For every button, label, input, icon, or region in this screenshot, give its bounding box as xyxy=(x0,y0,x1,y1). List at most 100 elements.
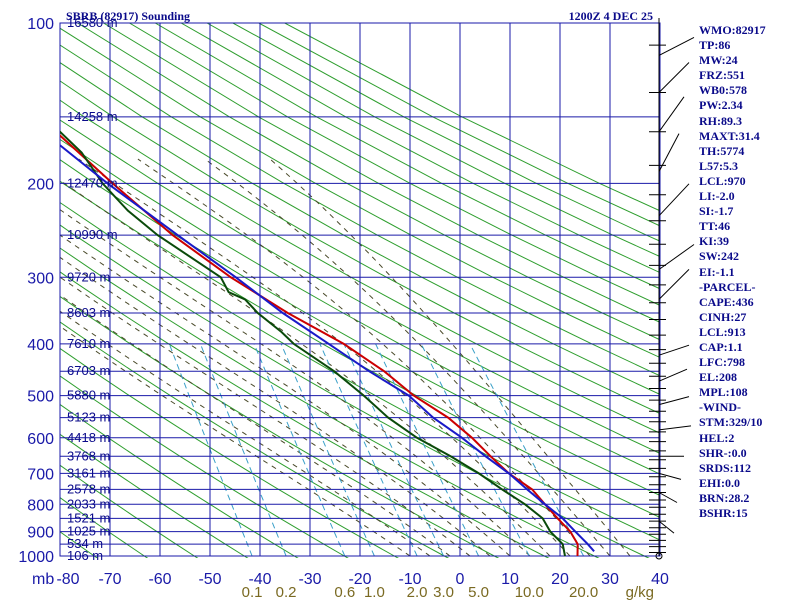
wind-barb xyxy=(658,396,690,406)
wind-barbs xyxy=(649,18,695,560)
moist-adiabat xyxy=(60,325,411,557)
temperature-tick-label: 20 xyxy=(551,571,569,588)
wind-barb xyxy=(658,96,685,133)
wind-barb xyxy=(658,269,690,300)
wind-barb xyxy=(658,492,678,503)
dry-adiabat xyxy=(60,80,660,415)
parcel-trace xyxy=(60,143,595,552)
height-label: 4418 m xyxy=(67,430,110,445)
wind-barb xyxy=(658,62,690,93)
index-item: CAPE:436 xyxy=(699,294,754,309)
pressure-tick-label: 600 xyxy=(27,431,54,448)
height-label: 7610 m xyxy=(67,336,110,351)
dry-adiabat xyxy=(60,347,399,558)
chart-title: SBRB (82917) Sounding xyxy=(66,9,190,23)
index-item: LCL:970 xyxy=(699,173,746,188)
moist-adiabat xyxy=(60,179,551,557)
index-item: BRN:28.2 xyxy=(699,490,750,505)
dewpoint-trace xyxy=(60,130,566,557)
moist-adiabat xyxy=(269,158,631,557)
temperature-tick-label: -80 xyxy=(56,571,79,588)
pressure-tick-label: 800 xyxy=(27,497,54,514)
pressure-tick-label: 500 xyxy=(27,389,54,406)
valid-time: 1200Z 4 DEC 25 xyxy=(569,9,653,23)
height-label: 534 m xyxy=(67,536,103,551)
height-label: 106 m xyxy=(67,548,103,563)
index-item: SW:242 xyxy=(699,249,740,264)
mixing-ratio-label: 1.0 xyxy=(364,584,385,600)
dry-adiabat xyxy=(206,23,660,258)
temperature-tick-label: 0 xyxy=(456,571,465,588)
mixing-ratio-label: 5.0 xyxy=(468,584,489,600)
dry-adiabat xyxy=(60,224,650,558)
index-item: RH:89.3 xyxy=(699,113,742,128)
index-item: HEL:2 xyxy=(699,430,735,445)
dry-adiabat xyxy=(60,201,660,541)
dry-adiabat xyxy=(60,375,349,558)
height-label: 1025 m xyxy=(67,524,110,539)
height-label: 8603 m xyxy=(67,305,110,320)
mixing-ratio-label: 2.0 xyxy=(407,584,428,600)
height-label: 3161 m xyxy=(67,465,110,480)
index-item: LFC:798 xyxy=(699,355,745,370)
moist-adiabat xyxy=(137,158,591,557)
mixing-ratio-line xyxy=(168,343,253,557)
index-item: BSHR:15 xyxy=(699,506,748,520)
index-item: WB0:578 xyxy=(699,83,747,98)
mixing-ratio-label: 0.1 xyxy=(242,584,263,600)
height-label: 9720 m xyxy=(67,269,110,284)
index-item: CAP:1.1 xyxy=(699,339,743,354)
wind-barb xyxy=(658,368,688,382)
mixing-ratio-label: 20.0 xyxy=(569,584,598,600)
index-item: SHR-:0.0 xyxy=(699,445,747,460)
pressure-unit-label: mb xyxy=(32,571,54,588)
height-label: 6703 m xyxy=(67,363,110,378)
wind-barb xyxy=(658,133,680,172)
moist-adiabat xyxy=(60,310,431,557)
temperature-tick-label: -30 xyxy=(298,571,321,588)
wind-barb xyxy=(658,344,690,356)
dry-adiabat xyxy=(103,23,660,323)
wind-barb xyxy=(658,472,682,480)
temperature-tick-label: -20 xyxy=(348,571,371,588)
index-item: WMO:82917 xyxy=(699,23,766,37)
dry-adiabat xyxy=(60,295,500,558)
dry-adiabat xyxy=(60,247,600,558)
index-item: TH:5774 xyxy=(699,143,745,158)
moist-adiabat xyxy=(60,234,511,557)
mixing-ratio-unit: g/kg xyxy=(626,584,654,600)
sounding-indices: WMO:82917 TP:86 MW:24 FRZ:551 WB0:578 PW:2.34… xyxy=(699,23,799,521)
pressure-tick-label: 900 xyxy=(27,525,54,542)
mixing-ratio-line xyxy=(319,343,418,557)
sounding-traces xyxy=(60,130,595,557)
mixing-ratio-label: 0.2 xyxy=(276,584,297,600)
dry-adiabat xyxy=(60,61,660,396)
mixing-ratio-line xyxy=(469,343,585,557)
pressure-tick-label: 400 xyxy=(27,337,54,354)
index-item: MAXT:31.4 xyxy=(699,128,760,143)
dry-adiabat xyxy=(180,23,660,274)
moist-adiabat xyxy=(78,158,571,557)
temperature-tick-label: 30 xyxy=(601,571,619,588)
dry-adiabat xyxy=(60,321,450,558)
dry-adiabat xyxy=(60,497,149,558)
moist-adiabat xyxy=(60,294,451,557)
temperature-trace xyxy=(60,134,579,557)
grid xyxy=(59,22,661,557)
index-item: TP:86 xyxy=(699,38,731,53)
index-item: FRZ:551 xyxy=(699,68,745,83)
pressure-tick-label: 1000 xyxy=(18,549,54,566)
axis-labels: 0.1 0.2 0.6 1.0 2.0 3.0 5.0 10.0 20.010020030040… xyxy=(18,16,669,600)
height-label: 2033 m xyxy=(67,496,110,511)
height-label: 10990 m xyxy=(67,227,118,242)
dry-adiabat xyxy=(60,180,660,519)
dry-adiabat xyxy=(60,99,660,434)
height-label: 14258 m xyxy=(67,109,118,124)
moist-adiabat xyxy=(204,158,611,557)
index-item: CINH:27 xyxy=(699,309,747,324)
temperature-tick-label: -70 xyxy=(98,571,121,588)
temperature-tick-label: -50 xyxy=(198,571,221,588)
wind-barb xyxy=(658,183,690,217)
index-item: MW:24 xyxy=(699,53,738,68)
